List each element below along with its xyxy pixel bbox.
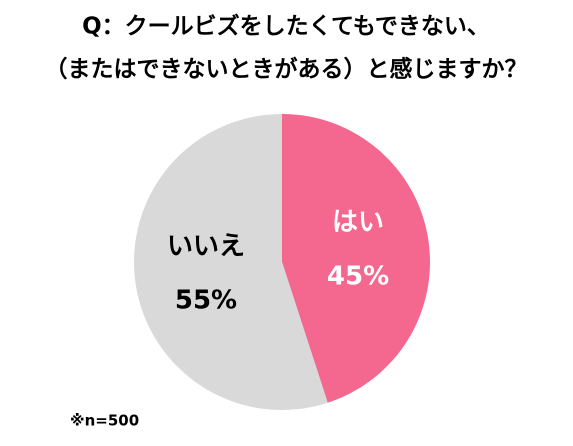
- chart-title: （またはできないときがある）と感じますか？: [45, 56, 528, 83]
- chart-title: Q：クールビズをしたくてもできない、: [82, 13, 490, 40]
- value-label: 55%: [175, 286, 237, 316]
- slice-label: はい: [332, 207, 384, 237]
- slice-label: いいえ: [167, 232, 245, 262]
- pie-slice: [282, 114, 430, 403]
- note: ※n=500: [70, 412, 139, 430]
- value-label: 45%: [327, 261, 389, 291]
- pie-slice: [133, 114, 328, 411]
